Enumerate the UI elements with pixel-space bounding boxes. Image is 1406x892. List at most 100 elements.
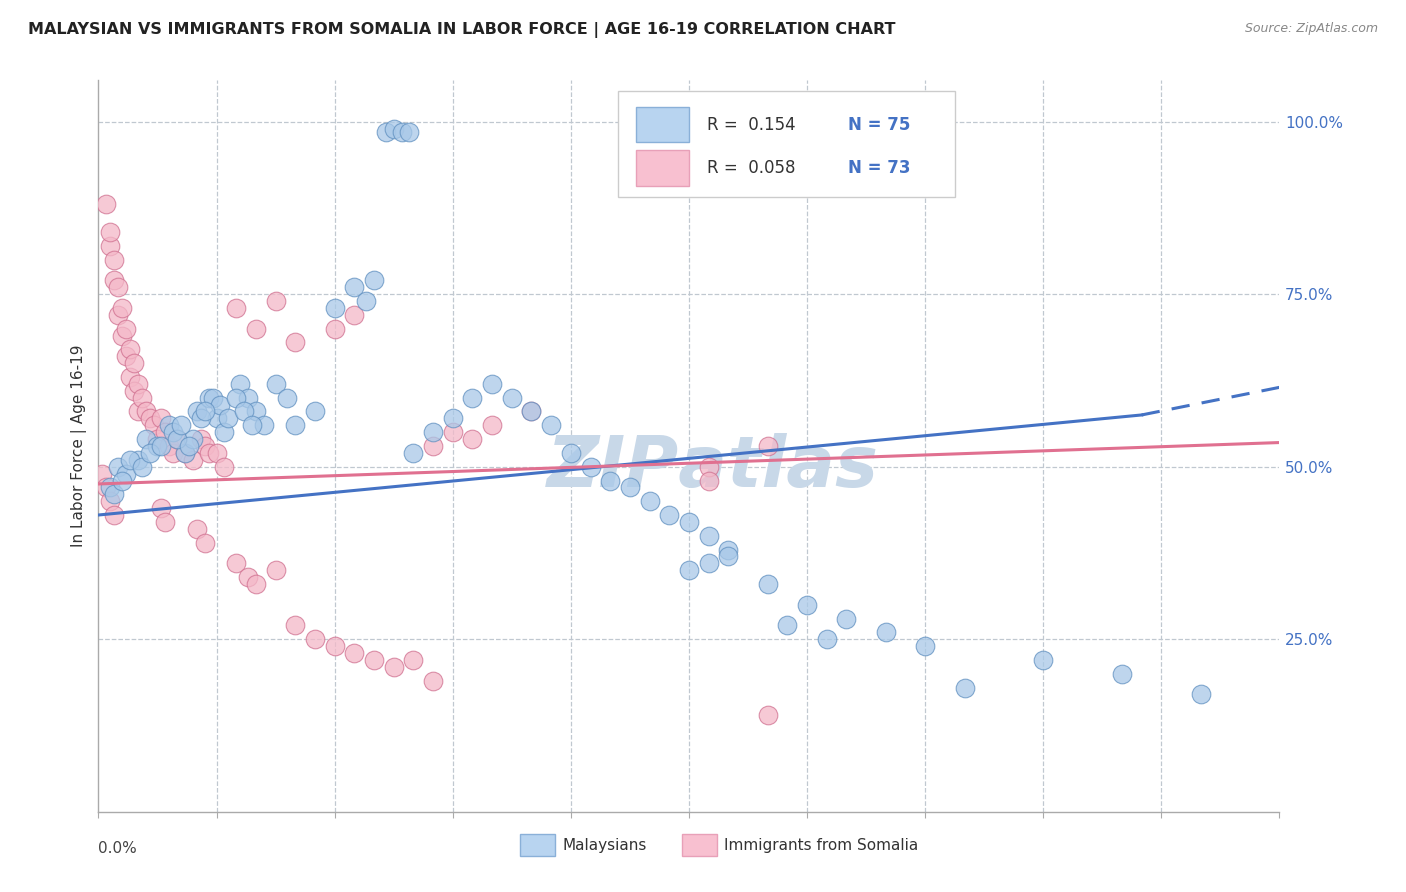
Point [127, 452, 149, 467]
Point [181, 452, 204, 467]
Point [155, 425, 177, 440]
Point [118, 452, 141, 467]
Point [177, 439, 200, 453]
Point [103, 273, 125, 287]
Point [131, 459, 153, 474]
Point [107, 280, 129, 294]
Text: Immigrants from Somalia: Immigrants from Somalia [724, 838, 918, 853]
Point [111, 328, 134, 343]
Point [229, 376, 252, 391]
Point [98, 225, 121, 239]
Text: 0.0%: 0.0% [98, 841, 138, 856]
Point [520, 404, 543, 418]
Point [186, 522, 208, 536]
Point [146, 439, 169, 453]
Point [304, 404, 326, 418]
Point [186, 404, 208, 418]
Point [157, 418, 180, 433]
FancyBboxPatch shape [636, 151, 689, 186]
Point [150, 411, 173, 425]
Point [118, 343, 141, 357]
Point [118, 370, 141, 384]
Point [461, 432, 484, 446]
Point [111, 301, 134, 315]
Point [174, 446, 197, 460]
Point [138, 446, 160, 460]
Point [122, 356, 145, 370]
Point [135, 432, 157, 446]
Point [205, 446, 228, 460]
Point [135, 404, 157, 418]
Point [579, 459, 602, 474]
Point [209, 398, 232, 412]
Point [190, 432, 212, 446]
Point [236, 570, 259, 584]
Point [343, 280, 366, 294]
Text: N = 73: N = 73 [848, 159, 911, 177]
Point [103, 508, 125, 522]
Point [756, 708, 779, 723]
Point [181, 432, 204, 446]
Point [363, 653, 385, 667]
Point [276, 391, 298, 405]
Point [835, 611, 858, 625]
Point [599, 474, 621, 488]
Point [697, 529, 720, 543]
Point [115, 321, 138, 335]
Point [111, 474, 134, 488]
Point [391, 125, 413, 139]
Point [717, 549, 740, 564]
Point [107, 459, 129, 474]
Point [284, 418, 307, 433]
Point [138, 411, 160, 425]
Point [142, 418, 165, 433]
Point [157, 439, 180, 453]
Point [103, 252, 125, 267]
Point [205, 411, 228, 425]
Point [638, 494, 661, 508]
Point [1032, 653, 1054, 667]
Point [875, 625, 897, 640]
Point [150, 439, 173, 453]
Point [264, 376, 287, 391]
Point [236, 391, 259, 405]
Point [264, 294, 287, 309]
Point [756, 577, 779, 591]
Point [155, 515, 177, 529]
Point [1111, 666, 1133, 681]
Text: ZIP​atlas: ZIP​atlas [547, 434, 879, 502]
Point [354, 294, 377, 309]
Point [214, 425, 236, 440]
Point [402, 653, 425, 667]
Point [197, 446, 219, 460]
Point [98, 494, 121, 508]
Point [162, 425, 184, 440]
Point [217, 411, 239, 425]
Point [697, 474, 720, 488]
Point [304, 632, 326, 647]
Point [398, 125, 420, 139]
Point [363, 273, 385, 287]
Point [717, 542, 740, 557]
Point [323, 321, 346, 335]
Point [402, 446, 425, 460]
Point [796, 598, 818, 612]
Point [115, 467, 138, 481]
FancyBboxPatch shape [636, 107, 689, 143]
Point [166, 432, 188, 446]
Point [815, 632, 838, 647]
Point [245, 404, 267, 418]
Text: N = 75: N = 75 [848, 116, 911, 134]
Point [697, 459, 720, 474]
Point [197, 391, 219, 405]
Point [225, 391, 247, 405]
Point [953, 681, 976, 695]
Point [194, 404, 217, 418]
Point [501, 391, 523, 405]
Point [122, 384, 145, 398]
Point [150, 501, 173, 516]
Point [658, 508, 681, 522]
Point [776, 618, 799, 632]
Point [194, 439, 217, 453]
Y-axis label: In Labor Force | Age 16-19: In Labor Force | Age 16-19 [72, 344, 87, 548]
